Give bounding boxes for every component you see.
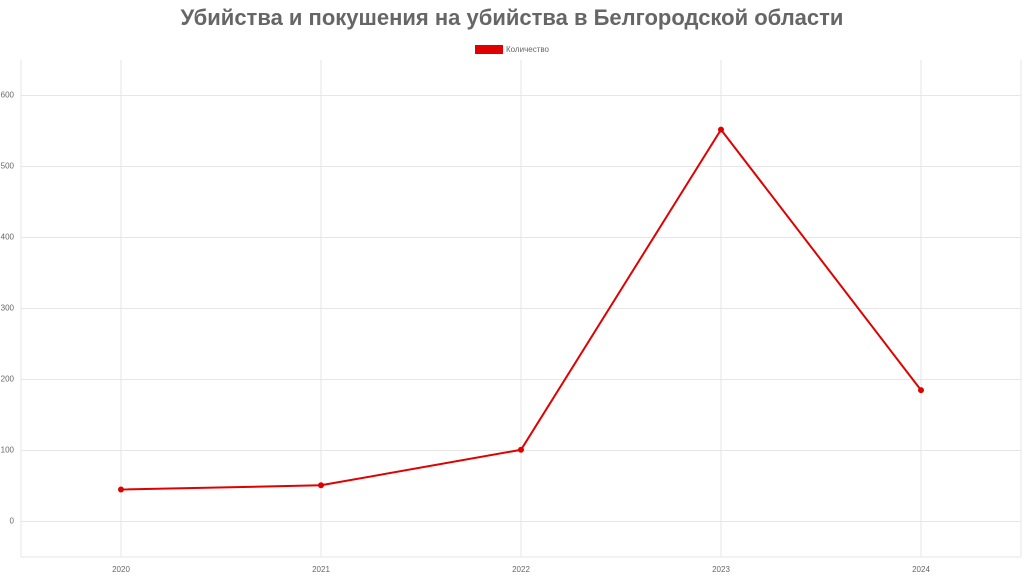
data-point [918,387,924,394]
y-tick-label: 500 [1,162,15,171]
y-tick-label: 100 [1,446,15,455]
data-point [518,446,524,453]
y-tick-label: 600 [1,91,15,100]
data-point [718,126,724,133]
y-tick-label: 400 [1,233,15,242]
x-tick-label: 2021 [312,565,330,574]
y-tick-label: 300 [1,304,15,313]
data-point [318,482,324,489]
y-tick-label: 0 [10,517,15,526]
data-point [118,486,124,493]
x-tick-label: 2024 [912,565,930,574]
x-tick-label: 2020 [112,565,130,574]
legend-label: Количество [506,45,550,54]
legend-swatch [475,45,503,54]
y-tick-label: 200 [1,375,15,384]
chart-title: Убийства и покушения на убийства в Белго… [181,5,844,30]
x-tick-label: 2023 [712,565,730,574]
x-tick-label: 2022 [512,565,530,574]
